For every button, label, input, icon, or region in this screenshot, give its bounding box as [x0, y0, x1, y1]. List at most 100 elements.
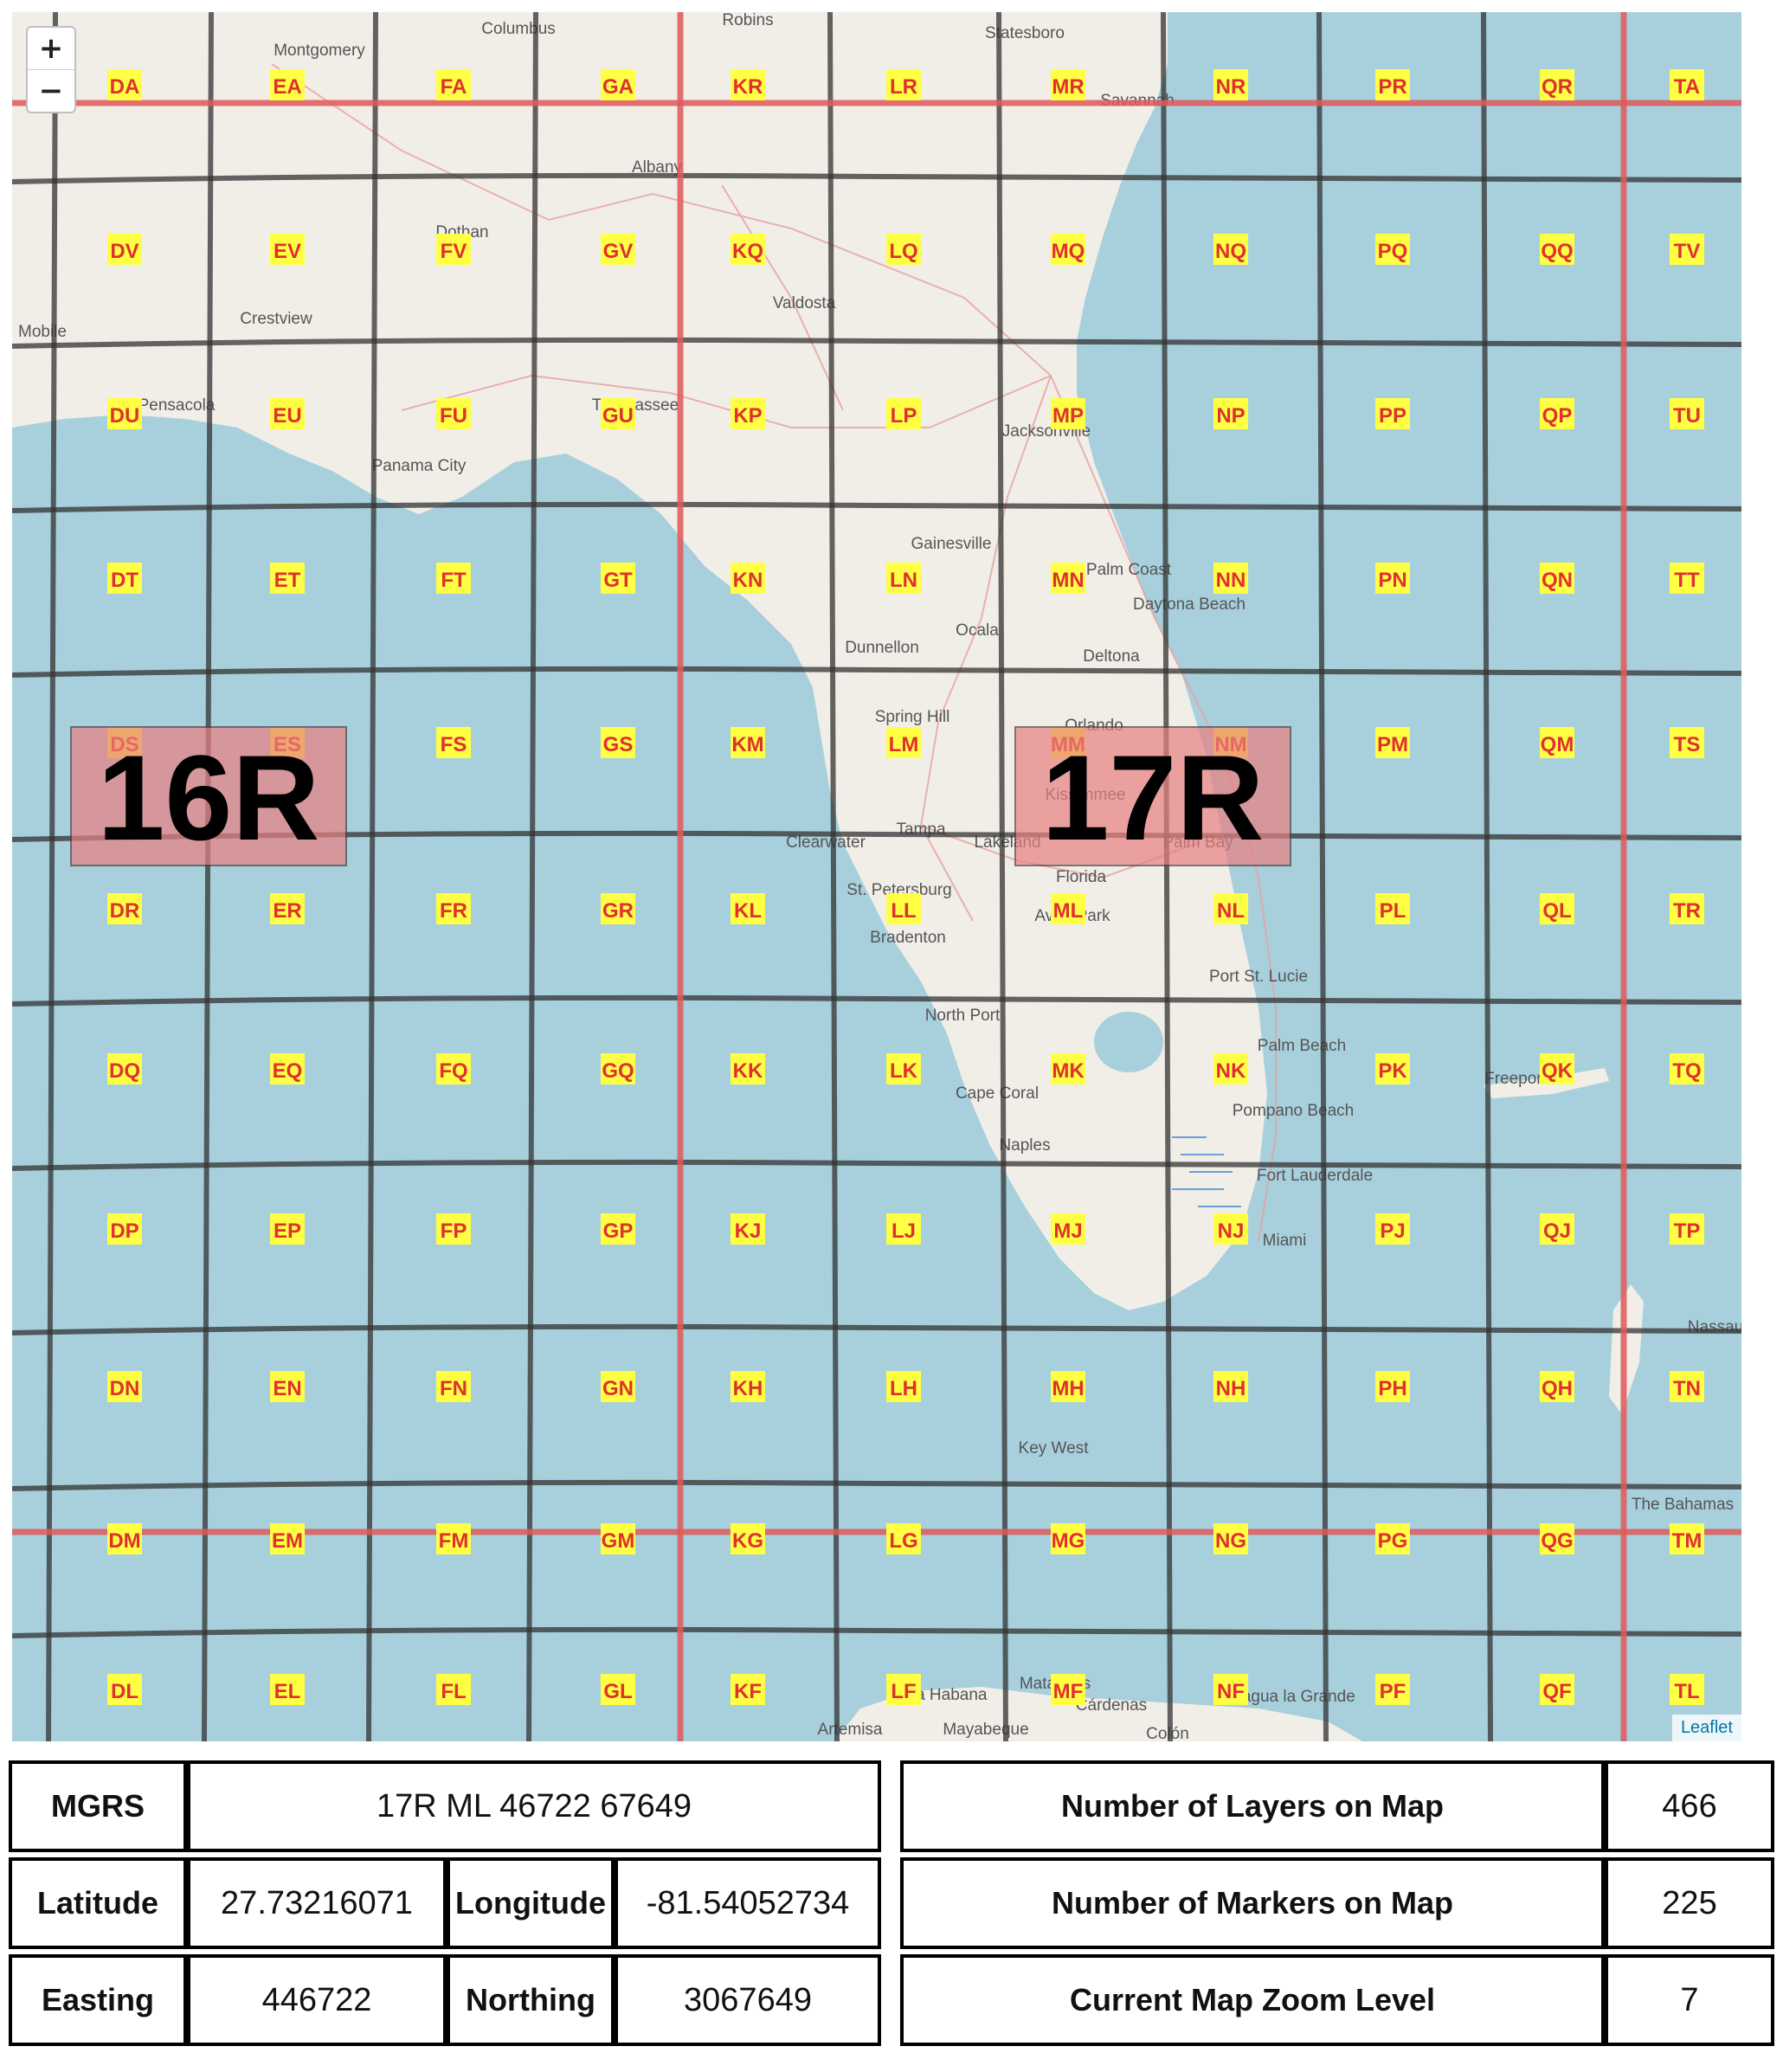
cell-label-text: PQ	[1378, 240, 1408, 263]
mgrs-cell-label: FP	[436, 1213, 471, 1245]
grid-line-vertical	[1481, 12, 1493, 1741]
cell-label-text: GM	[602, 1529, 635, 1553]
mgrs-cell-label: PQ	[1375, 234, 1410, 265]
mgrs-cell-label: KH	[731, 1371, 765, 1402]
cell-label-background	[886, 1053, 921, 1084]
mgrs-cell-label: EU	[270, 398, 305, 429]
cell-label-background	[1540, 398, 1574, 429]
northing-label: Northing	[447, 1954, 615, 2046]
place-label: Mobile	[18, 323, 67, 341]
cell-label-background	[1213, 398, 1248, 429]
cell-label-text: NH	[1216, 1377, 1246, 1400]
utm-zone-label: 17R	[1014, 726, 1291, 866]
cell-label-text: FS	[441, 733, 467, 756]
mgrs-cell-label: MH	[1051, 1371, 1085, 1402]
map-canvas[interactable]: MontgomeryColumbusRobinsStatesboroSavann…	[12, 12, 1741, 1741]
grid-line-vertical	[366, 12, 378, 1741]
mgrs-cell-label: MF	[1051, 1674, 1085, 1705]
mgrs-cell-label: QR	[1540, 69, 1574, 100]
grid-line-horizontal	[12, 1479, 1741, 1491]
mgrs-cell-label: EV	[270, 234, 305, 265]
cell-label-text: PM	[1377, 733, 1408, 756]
latitude-label: Latitude	[9, 1857, 187, 1949]
cell-label-background	[886, 563, 921, 594]
mgrs-cell-label: NK	[1213, 1053, 1248, 1084]
cell-label-background	[1540, 1523, 1574, 1554]
cell-label-text: QR	[1542, 75, 1573, 99]
cell-label-text: EM	[272, 1529, 303, 1553]
mgrs-cell-label: DV	[107, 234, 142, 265]
map-view[interactable]: MontgomeryColumbusRobinsStatesboroSavann…	[12, 12, 1741, 1741]
place-label: The Bahamas	[1632, 1496, 1734, 1514]
cell-label-background	[886, 1523, 921, 1554]
grid-line-horizontal	[12, 994, 1741, 1007]
cell-label-background	[886, 234, 921, 265]
cell-label-text: GU	[602, 404, 634, 428]
layers-value: 466	[1605, 1760, 1774, 1852]
cell-label-background	[436, 69, 471, 100]
cell-label-background	[1540, 893, 1574, 924]
longitude-value: -81.54052734	[615, 1857, 881, 1949]
cell-label-text: LL	[891, 899, 916, 923]
place-label: North Port	[925, 1007, 1001, 1025]
cell-label-background	[436, 398, 471, 429]
cell-label-text: ML	[1053, 899, 1084, 923]
mgrs-cell-label: KK	[731, 1053, 765, 1084]
cell-label-text: TM	[1672, 1529, 1703, 1553]
cell-label-background	[886, 893, 921, 924]
cell-label-text: PJ	[1380, 1219, 1405, 1243]
mgrs-cell-label: KN	[731, 563, 765, 594]
cell-label-text: PG	[1378, 1529, 1408, 1553]
cell-label-text: LG	[889, 1529, 917, 1553]
cell-label-background	[1051, 1213, 1085, 1245]
cell-label-background	[601, 1371, 635, 1402]
cell-label-background	[1051, 1371, 1085, 1402]
mgrs-cell-label: KQ	[731, 234, 765, 265]
mgrs-cell-label: DQ	[107, 1053, 142, 1084]
place-label: Crestview	[240, 310, 312, 328]
cell-label-text: DM	[108, 1529, 140, 1553]
cell-label-text: EP	[274, 1219, 301, 1243]
cell-label-text: FR	[440, 899, 467, 923]
cell-label-text: DA	[110, 75, 140, 99]
cell-label-text: GV	[603, 240, 634, 263]
cell-label-background	[731, 1371, 765, 1402]
place-label: Sagua la Grande	[1231, 1688, 1355, 1706]
zoom-out-button[interactable]: −	[28, 69, 74, 112]
mgrs-cell-label: PL	[1375, 893, 1410, 924]
cell-label-background	[1540, 69, 1574, 100]
mgrs-cell-label: PN	[1375, 563, 1410, 594]
cell-label-background	[1375, 1523, 1410, 1554]
cell-label-background	[107, 563, 142, 594]
mgrs-cell-label: EQ	[270, 1053, 305, 1084]
mgrs-cell-label: GS	[601, 727, 635, 758]
cell-label-text: FM	[439, 1529, 469, 1553]
grid-line-vertical	[827, 12, 840, 1741]
leaflet-attribution-link[interactable]: Leaflet	[1671, 1715, 1741, 1741]
mgrs-value: 17R ML 46722 67649	[187, 1760, 881, 1852]
cell-label-text: DR	[110, 899, 140, 923]
mgrs-cell-label: PP	[1375, 398, 1410, 429]
cell-label-text: TL	[1674, 1680, 1699, 1703]
markers-value: 225	[1605, 1857, 1774, 1949]
zoom-level-value: 7	[1605, 1954, 1774, 2046]
cell-label-text: FN	[440, 1377, 467, 1400]
easting-value: 446722	[187, 1954, 447, 2046]
cell-label-text: NL	[1217, 899, 1245, 923]
cell-label-text: DQ	[109, 1059, 140, 1083]
cell-label-background	[107, 893, 142, 924]
mgrs-cell-label: KG	[731, 1523, 765, 1554]
cell-label-background	[601, 1213, 635, 1245]
place-label: St. Petersburg	[846, 881, 951, 899]
mgrs-cell-labels: DA EA FA GA KR LR MR NR PR QR TA DV EV FV GV KQ LQ MQ NQ PQ…	[107, 69, 1704, 1705]
place-label: Artemisa	[818, 1721, 883, 1739]
cell-label-text: FT	[441, 569, 467, 592]
cell-label-background	[436, 563, 471, 594]
cell-label-background	[270, 1674, 305, 1705]
cell-label-background	[436, 1674, 471, 1705]
zoom-in-button[interactable]: +	[38, 31, 64, 66]
cell-label-text: EU	[273, 404, 301, 428]
cell-label-text: TA	[1674, 75, 1700, 99]
cell-label-text: NR	[1216, 75, 1246, 99]
cell-label-background	[1540, 1213, 1574, 1245]
